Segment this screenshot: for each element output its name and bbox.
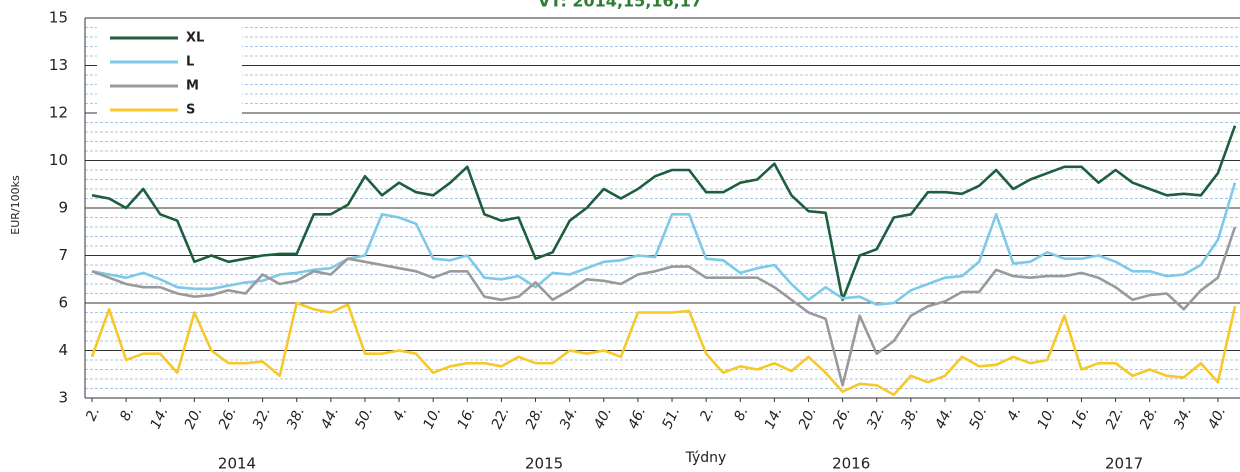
series-line: [91, 182, 1237, 306]
x-tick-label: 28.: [523, 405, 547, 432]
legend-label: XL: [186, 31, 204, 46]
x-tick-label: 38.: [898, 405, 922, 432]
x-tick-label: 40.: [1205, 405, 1229, 432]
y-tick-label: 12: [49, 104, 68, 122]
series-line: [91, 125, 1237, 302]
x-tick-label: 14.: [762, 405, 786, 432]
x-tick-label: 50.: [966, 405, 990, 432]
x-tick-label: 22.: [1103, 405, 1127, 432]
x-tick-label: 46.: [625, 405, 649, 432]
x-tick-label: 16.: [1069, 405, 1093, 432]
y-tick-label: 10: [49, 151, 68, 169]
series-line: [91, 226, 1237, 387]
x-tick-label: 32.: [250, 405, 274, 432]
x-tick-label: 26.: [216, 405, 240, 432]
legend-label: M: [186, 79, 199, 94]
x-tick-label: 8.: [117, 405, 137, 424]
x-tick-label: 10.: [421, 405, 445, 432]
y-tick-label: 13: [49, 56, 68, 74]
x-tick-label: 2.: [697, 405, 717, 424]
x-tick-label: 20.: [182, 405, 206, 432]
y-tick-label: 3: [58, 389, 68, 407]
series-line: [90, 301, 1237, 397]
y-tick-label: 4: [58, 341, 68, 359]
x-tick-label: 20.: [796, 405, 820, 432]
legend-label: L: [186, 55, 194, 70]
chart-title: VT: 2014,15,16,17: [538, 0, 702, 11]
x-tick-label: 44.: [318, 405, 342, 432]
x-tick-label: 32.: [864, 405, 888, 432]
x-tick-label: 40.: [591, 405, 615, 432]
x-tick-label: 2.: [83, 405, 103, 424]
x-tick-label: 22.: [489, 405, 513, 432]
year-label: 2016: [832, 455, 870, 472]
year-label: 2017: [1105, 455, 1143, 472]
legend: XL LMS: [97, 24, 242, 122]
x-tick-label: 8.: [731, 405, 751, 424]
legend-label: S: [186, 103, 195, 118]
y-axis-label: EUR/100ks: [9, 175, 22, 235]
x-tick-label: 10.: [1035, 405, 1059, 432]
x-tick-label: 51.: [659, 405, 683, 432]
y-tick-label: 6: [58, 294, 68, 312]
year-label: 2015: [525, 455, 563, 472]
y-tick-label: 9: [58, 199, 68, 217]
x-tick-label: 44.: [932, 405, 956, 432]
x-tick-label: 34.: [1171, 405, 1195, 432]
x-tick-label: 50.: [352, 405, 376, 432]
x-tick-label: 16.: [455, 405, 479, 432]
year-label: 2014: [218, 455, 256, 472]
x-axis-label: Týdny: [685, 450, 727, 466]
x-tick-label: 4.: [390, 405, 410, 424]
legend-box: [97, 24, 242, 122]
x-tick-label: 38.: [284, 405, 308, 432]
y-tick-label: 7: [58, 246, 68, 264]
x-tick-label: 28.: [1137, 405, 1161, 432]
x-tick-label: 34.: [557, 405, 581, 432]
x-tick-label: 14.: [148, 405, 172, 432]
x-tick-label: 26.: [830, 405, 854, 432]
x-tick-label: 4.: [1004, 405, 1024, 424]
y-tick-label: 15: [49, 9, 68, 27]
